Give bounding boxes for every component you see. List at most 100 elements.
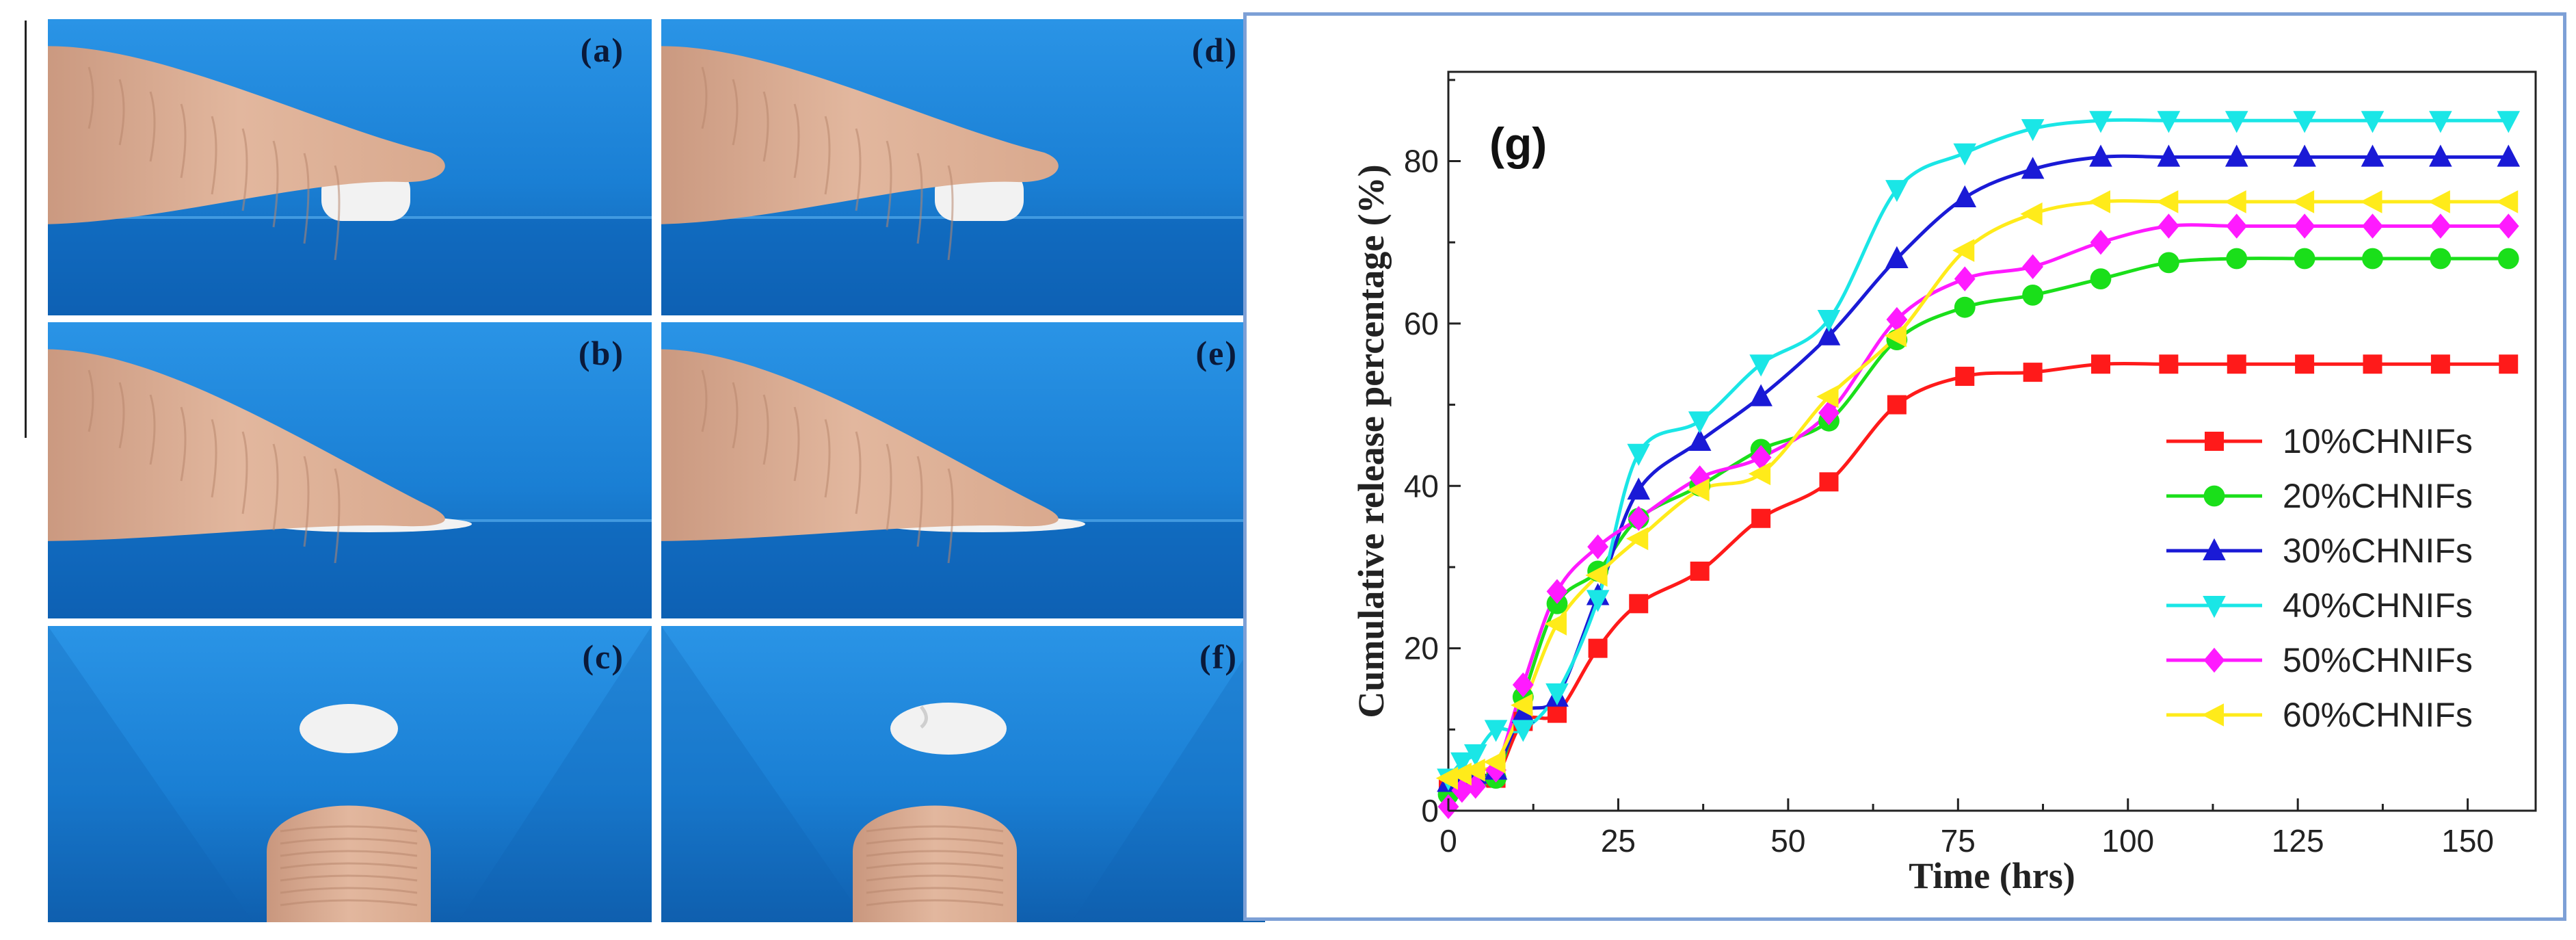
photo-panel-label: (a) xyxy=(580,31,624,69)
data-point xyxy=(2020,202,2043,226)
data-point xyxy=(2294,213,2315,239)
data-point xyxy=(2430,354,2450,374)
data-point xyxy=(2088,190,2110,213)
data-point xyxy=(1585,564,1608,587)
data-point xyxy=(1628,506,1649,531)
data-point xyxy=(1450,752,1474,774)
x-tick-label: 0 xyxy=(1439,823,1457,859)
data-point xyxy=(2225,144,2248,167)
y-tick-label: 20 xyxy=(1404,631,1439,666)
data-point xyxy=(1690,561,1710,581)
data-point xyxy=(1587,534,1609,560)
data-point xyxy=(1687,478,1710,502)
data-point xyxy=(1484,720,1508,742)
data-point xyxy=(1748,462,1771,486)
data-point xyxy=(2362,248,2383,270)
data-point xyxy=(1818,400,1840,426)
data-point xyxy=(2157,213,2179,239)
data-point xyxy=(1885,246,1909,268)
data-point xyxy=(2089,144,2112,167)
data-point xyxy=(1626,527,1649,551)
data-point xyxy=(2021,157,2045,179)
data-point xyxy=(2090,230,2112,255)
data-point xyxy=(2499,354,2519,374)
data-point xyxy=(2430,213,2452,239)
x-tick-label: 75 xyxy=(1941,823,1976,859)
y-tick-label: 60 xyxy=(1404,306,1439,341)
y-tick-label: 0 xyxy=(1421,793,1439,828)
data-point xyxy=(2430,248,2452,270)
data-point xyxy=(1511,693,1533,717)
data-point xyxy=(2361,111,2385,133)
x-tick-label: 150 xyxy=(2441,823,2494,859)
data-point xyxy=(2159,354,2179,374)
panel-label-g: (g) xyxy=(1489,118,1547,169)
data-point xyxy=(1953,143,1977,166)
data-point xyxy=(2225,111,2248,133)
data-point xyxy=(1435,766,1458,790)
data-point xyxy=(1954,266,1976,291)
data-point xyxy=(1750,445,1772,470)
data-point xyxy=(2227,354,2246,374)
legend-marker xyxy=(2203,538,2226,560)
x-ticks: 0 25 50 75 100 125 150 xyxy=(1439,798,2494,859)
data-point xyxy=(2497,213,2519,239)
y-tick-label: 80 xyxy=(1404,144,1439,179)
data-point xyxy=(2021,119,2045,142)
data-point xyxy=(2294,248,2315,270)
data-point xyxy=(2360,190,2382,213)
data-point xyxy=(1955,367,1975,387)
data-point xyxy=(1511,720,1535,742)
data-point xyxy=(2156,190,2179,213)
data-point xyxy=(2295,354,2315,374)
legend-label: 40%CHNIFs xyxy=(2283,586,2473,625)
x-tick-label: 50 xyxy=(1770,823,1805,859)
data-point xyxy=(1884,324,1907,348)
data-point xyxy=(2429,144,2452,167)
photo-panel-label: (e) xyxy=(1195,334,1238,372)
data-point xyxy=(1627,478,1651,500)
photo-panel: (f) xyxy=(661,626,1265,922)
data-point xyxy=(1817,323,1841,345)
data-point xyxy=(1886,306,1908,332)
data-point xyxy=(1953,185,1977,207)
left-divider-line xyxy=(25,21,27,438)
data-point xyxy=(2292,190,2315,213)
legend: 10%CHNIFs 20%CHNIFs 30%CHNIFs 40%CHNIFs 50%C… xyxy=(2166,422,2473,734)
data-point xyxy=(1749,384,1772,406)
legend-marker xyxy=(2203,485,2225,507)
data-point xyxy=(1817,309,1841,332)
y-ticks: 0 20 40 60 80 xyxy=(1404,79,1461,828)
data-point xyxy=(1546,579,1568,604)
photo-panel-label: (b) xyxy=(578,334,624,372)
legend-marker xyxy=(2205,432,2224,451)
y-axis-label: Cumulative release percentage (%) xyxy=(1351,164,1392,718)
data-point xyxy=(1463,744,1487,767)
photo-panel-label: (c) xyxy=(582,638,624,676)
data-point xyxy=(2497,144,2521,167)
data-point xyxy=(2429,111,2452,133)
data-point xyxy=(2089,111,2112,133)
data-point xyxy=(1819,472,1839,492)
data-point xyxy=(2224,190,2246,213)
x-tick-label: 25 xyxy=(1601,823,1636,859)
data-point xyxy=(1588,638,1608,658)
data-point xyxy=(2090,268,2112,290)
photo-panel: (d) xyxy=(661,19,1265,315)
data-point xyxy=(1816,384,1839,408)
data-point xyxy=(1954,296,1976,318)
data-point xyxy=(1463,758,1485,782)
data-point xyxy=(1688,428,1712,451)
legend-label: 10%CHNIFs xyxy=(2283,422,2473,460)
data-point xyxy=(2091,354,2110,374)
photo-panel: (a) xyxy=(48,19,652,315)
data-point xyxy=(2226,248,2248,270)
data-point xyxy=(1629,594,1649,614)
data-point xyxy=(2293,144,2316,167)
data-point xyxy=(2497,248,2519,270)
data-point xyxy=(1751,508,1771,528)
data-point xyxy=(1544,612,1567,636)
data-point xyxy=(1688,411,1712,434)
y-tick-label: 40 xyxy=(1404,468,1439,504)
data-point xyxy=(2497,111,2521,133)
